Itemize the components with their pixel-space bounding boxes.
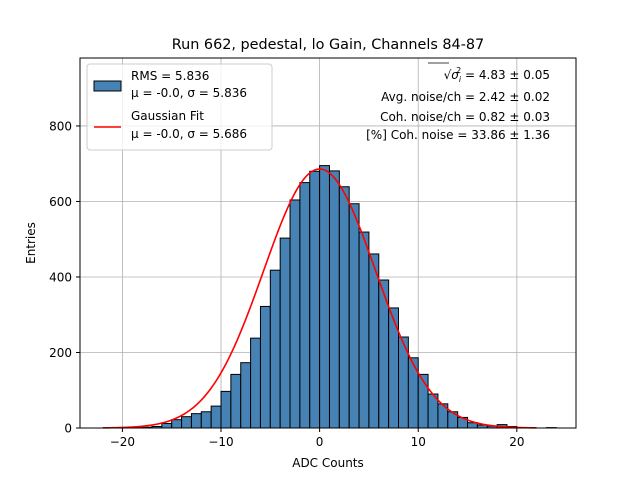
annotation-coh-noise: Coh. noise/ch = 0.82 ± 0.03 xyxy=(380,110,550,124)
legend-fit-label: Gaussian Fit xyxy=(131,109,204,123)
histogram-bar xyxy=(231,374,241,428)
y-tick-label: 800 xyxy=(49,119,72,133)
y-tick-label: 600 xyxy=(49,195,72,209)
annotation-avg-noise: Avg. noise/ch = 2.42 ± 0.02 xyxy=(381,90,550,104)
x-tick-label: −10 xyxy=(208,435,233,449)
y-axis-label: Entries xyxy=(24,222,38,264)
histogram-bar xyxy=(310,171,320,428)
sigma-i-value: = 4.83 ± 0.05 xyxy=(461,68,550,82)
histogram-bar xyxy=(359,232,369,428)
histogram-bar xyxy=(300,183,310,428)
histogram-bar xyxy=(468,423,478,428)
legend-histogram-stats: μ = -0.0, σ = 5.836 xyxy=(131,86,247,100)
histogram-bar xyxy=(339,187,349,428)
x-tick-label: 0 xyxy=(316,435,324,449)
histogram-bar xyxy=(389,308,399,428)
histogram-bar xyxy=(221,391,231,428)
histogram-bar xyxy=(290,200,300,428)
histogram-bar xyxy=(369,254,379,428)
x-tick-label: −20 xyxy=(110,435,135,449)
histogram-bar xyxy=(280,238,290,428)
histogram-bar xyxy=(349,204,359,428)
histogram-bar xyxy=(172,420,182,428)
histogram-bar xyxy=(182,417,192,428)
x-tick-label: 10 xyxy=(411,435,426,449)
chart-title: Run 662, pedestal, lo Gain, Channels 84-… xyxy=(172,37,484,53)
histogram-bar xyxy=(201,412,211,428)
histogram-bar xyxy=(260,306,270,428)
legend: RMS = 5.836 μ = -0.0, σ = 5.836 Gaussian… xyxy=(87,64,272,150)
histogram-bar xyxy=(408,358,418,428)
legend-histogram-label: RMS = 5.836 xyxy=(131,69,209,83)
y-tick-label: 200 xyxy=(49,346,72,360)
y-tick-label: 400 xyxy=(49,270,72,284)
histogram-bar xyxy=(418,374,428,428)
annotation-sigma-i: √σi2 = 4.83 ± 0.05 xyxy=(444,66,550,84)
histogram-bar xyxy=(191,414,201,428)
histogram-bar xyxy=(211,406,221,428)
histogram-bar xyxy=(162,423,172,428)
y-tick-label: 0 xyxy=(64,422,72,436)
annotation-coh-noise-percent: [%] Coh. noise = 33.86 ± 1.36 xyxy=(366,128,550,142)
legend-fit-stats: μ = -0.0, σ = 5.686 xyxy=(131,127,247,141)
histogram-bar xyxy=(241,363,251,428)
histogram-bar xyxy=(251,338,261,428)
histogram-bar xyxy=(329,171,339,428)
legend-histogram-swatch xyxy=(94,81,121,91)
x-axis-label: ADC Counts xyxy=(292,456,364,470)
x-tick-label: 20 xyxy=(509,435,524,449)
histogram-bar xyxy=(270,270,280,428)
histogram-bar xyxy=(320,166,330,428)
